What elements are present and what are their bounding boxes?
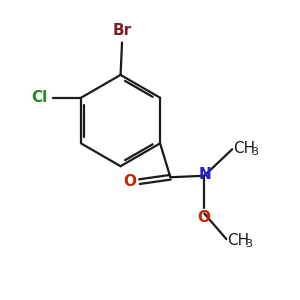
Text: Br: Br [112, 23, 132, 38]
Text: 3: 3 [245, 239, 252, 249]
Text: 3: 3 [251, 147, 258, 157]
Text: Cl: Cl [31, 90, 47, 105]
Text: N: N [199, 167, 211, 182]
Text: O: O [198, 210, 211, 225]
Text: CH: CH [233, 141, 255, 156]
Text: O: O [123, 174, 136, 189]
Text: CH: CH [227, 233, 249, 248]
